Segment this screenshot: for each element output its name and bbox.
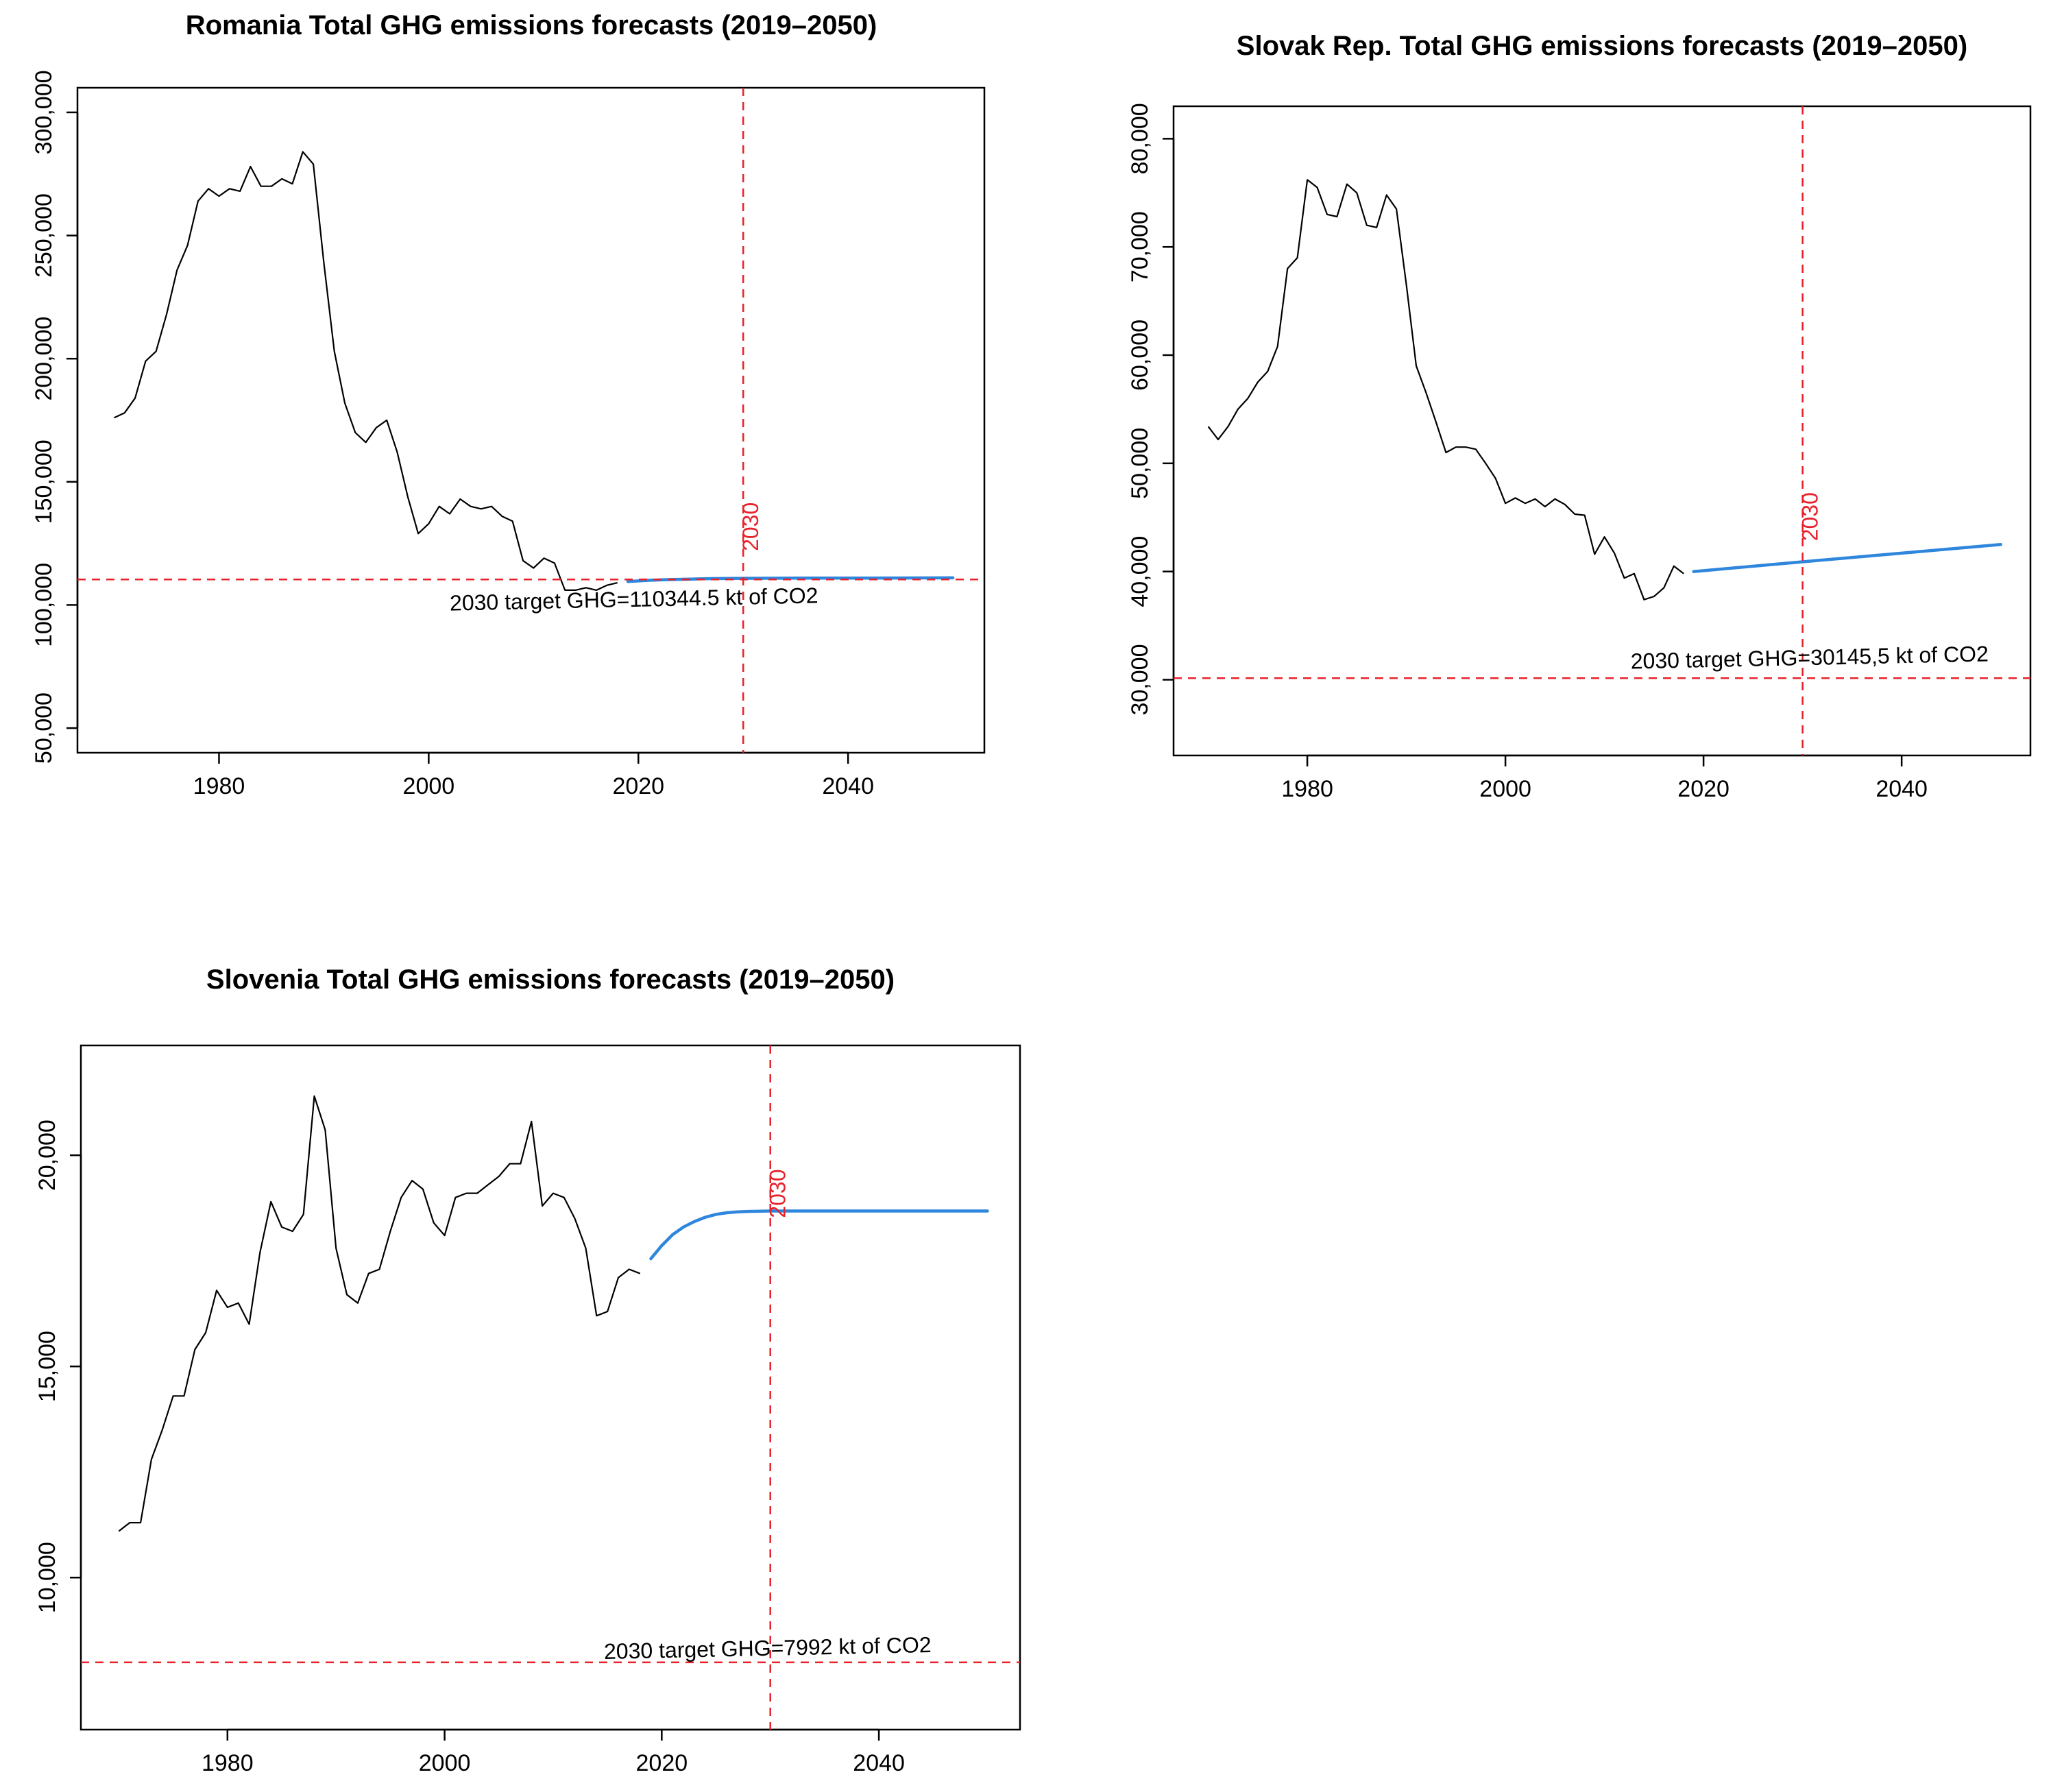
y-tick-label: 50,000 [1127, 428, 1153, 499]
reference-year-label: 2030 [766, 1170, 790, 1218]
forecast-series-line [649, 1209, 989, 1261]
y-tick-label: 250,000 [31, 193, 57, 278]
x-tick-label: 2040 [822, 773, 874, 799]
target-annotation: 2030 target GHG=110344.5 kt of CO2 [450, 583, 818, 615]
y-tick-label: 15,000 [34, 1331, 60, 1402]
y-tick-label: 100,000 [31, 563, 57, 647]
x-tick-label: 2020 [1677, 776, 1730, 802]
y-tick-label: 70,000 [1127, 211, 1153, 282]
y-tick-label: 60,000 [1127, 319, 1153, 391]
x-tick-label: 1980 [193, 773, 245, 799]
historical-series-line [1207, 179, 1684, 601]
x-tick-label: 2000 [419, 1750, 471, 1776]
chart-panel-1: Romania Total GHG emissions forecasts (2… [31, 10, 986, 799]
forecast-series-line [1692, 542, 2002, 573]
x-tick-label: 2040 [1876, 776, 1928, 802]
x-tick-label: 2020 [612, 773, 664, 799]
plot-frame [80, 1044, 1021, 1731]
x-tick-label: 2040 [853, 1750, 905, 1776]
x-tick-label: 2020 [636, 1750, 688, 1776]
y-tick-label: 150,000 [31, 439, 57, 524]
y-tick-label: 10,000 [34, 1542, 60, 1613]
y-tick-label: 40,000 [1127, 536, 1153, 607]
x-tick-label: 1980 [202, 1750, 254, 1776]
chart-panel-2: Slovak Rep. Total GHG emissions forecast… [1127, 31, 2032, 802]
y-tick-label: 200,000 [31, 317, 57, 401]
chart-title: Slovenia Total GHG emissions forecasts (… [206, 965, 895, 995]
reference-year-label: 2030 [738, 503, 763, 551]
historical-series-line [118, 1095, 641, 1532]
reference-year-label: 2030 [1798, 492, 1823, 541]
y-tick-label: 50,000 [31, 692, 57, 764]
historical-series-line [114, 151, 618, 592]
x-tick-label: 1980 [1281, 776, 1333, 802]
target-annotation: 2030 target GHG=7992 kt of CO2 [604, 1632, 932, 1664]
plot-frame [76, 86, 986, 754]
y-tick-label: 20,000 [34, 1119, 60, 1191]
chart-title: Slovak Rep. Total GHG emissions forecast… [1237, 31, 1967, 61]
x-tick-label: 2000 [1479, 776, 1531, 802]
y-tick-label: 300,000 [31, 70, 57, 154]
chart-panel-3: Slovenia Total GHG emissions forecasts (… [34, 965, 1021, 1776]
chart-title: Romania Total GHG emissions forecasts (2… [186, 10, 877, 40]
x-tick-label: 2000 [403, 773, 455, 799]
y-tick-label: 80,000 [1127, 103, 1153, 174]
target-annotation: 2030 target GHG=30145,5 kt of CO2 [1630, 642, 1989, 674]
y-tick-label: 30,000 [1127, 644, 1153, 716]
